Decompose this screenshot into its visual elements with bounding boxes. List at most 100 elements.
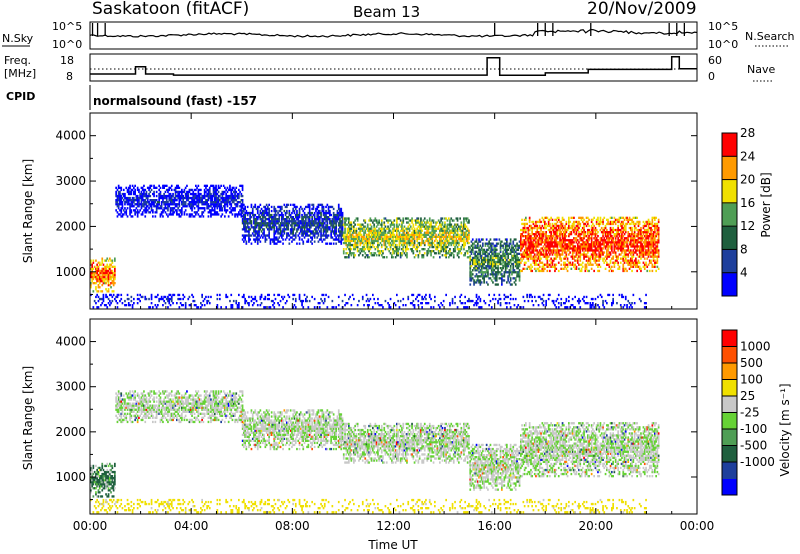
power-cell-2896	[440, 235, 442, 238]
power-cell-2195	[363, 243, 365, 247]
power-cell-2609	[407, 227, 410, 230]
power-cell-1191	[254, 240, 257, 243]
power-cell-3403	[490, 279, 493, 282]
power-cell-4138	[552, 241, 555, 244]
power-cell-1138	[246, 222, 249, 225]
power-cell-4587	[589, 249, 592, 252]
power-cell-2513	[397, 227, 399, 230]
power-cell-3206	[471, 238, 474, 241]
power-cell-1243	[259, 236, 262, 239]
power-cell-2353	[379, 223, 382, 226]
power-cell-2662	[413, 233, 416, 236]
power-cell-2604	[407, 239, 410, 243]
power-cell-2634	[411, 239, 413, 243]
power-cell-2435	[389, 237, 392, 241]
power-cell-3729	[521, 269, 523, 273]
power-cell-3125	[464, 241, 466, 245]
power-cell-4862	[612, 222, 614, 226]
power-cell-562	[169, 201, 172, 204]
power-cell-4248	[561, 245, 564, 248]
power-cell-3875	[532, 245, 535, 248]
power-cell-3613	[509, 267, 512, 270]
power-cell-2142	[356, 241, 359, 245]
power-cell-4758	[603, 216, 606, 219]
power-cell-3987	[541, 261, 544, 264]
power-cell-3322	[482, 244, 484, 247]
power-cell-254	[124, 203, 126, 206]
power-cell-851	[210, 192, 212, 196]
power-cell-1021	[232, 190, 235, 194]
power-cell-4178	[555, 226, 558, 230]
power-cell-3648	[513, 281, 516, 284]
power-cell-4260	[561, 216, 564, 219]
power-cell-649	[181, 194, 183, 198]
power-cell-4313	[566, 257, 569, 260]
power-cell-4776	[606, 251, 608, 254]
power-cell-3346	[484, 254, 487, 258]
power-cell-2752	[423, 233, 426, 236]
power-cell-2835	[432, 231, 435, 234]
power-cell-1532	[291, 218, 293, 221]
power-cell-3548	[503, 260, 506, 264]
power-cell-2425	[388, 235, 391, 238]
power-cell-1737	[313, 216, 316, 219]
power-cell-4620	[592, 243, 594, 246]
power-cell-1987	[340, 213, 343, 217]
power-cell-4692	[598, 263, 601, 266]
power-cell-3037	[454, 235, 456, 238]
power-cell-56	[97, 277, 100, 281]
power-cell-218	[119, 209, 121, 212]
power-cell-1572	[296, 224, 298, 227]
power-cell-1609	[301, 234, 303, 237]
power-cell-4806	[608, 263, 611, 266]
power-cell-407	[145, 196, 148, 200]
power-cell-553	[168, 194, 171, 198]
power-cell-4358	[570, 226, 573, 230]
power-cell-4734	[602, 253, 604, 256]
power-cell-1781	[318, 220, 321, 223]
power-cell-27	[92, 259, 95, 262]
power-cell-4662	[595, 255, 598, 258]
power-cell-153	[110, 282, 112, 285]
power-cell-1517	[289, 228, 292, 231]
power-cell-4366	[571, 251, 574, 254]
power-cell-3767	[523, 231, 526, 234]
power-cell-4330	[568, 233, 570, 236]
power-cell-775	[200, 201, 202, 204]
power-cell-1890	[330, 213, 332, 217]
power-cell-790	[202, 207, 205, 210]
power-cell-1435	[279, 222, 282, 225]
power-cell-1203	[254, 205, 257, 209]
power-cell-2113	[353, 227, 355, 230]
power-cell-3069	[458, 248, 460, 251]
power-cell-2284	[372, 221, 374, 224]
power-cell-2706	[418, 235, 421, 238]
power-cell-2059	[348, 235, 350, 238]
nave-tick-bottom: 0	[708, 70, 715, 83]
power-cell-4718	[599, 222, 602, 226]
power-cell-4729	[600, 231, 603, 234]
power-cell-705	[189, 192, 192, 196]
power-cell-4304	[565, 235, 568, 238]
power-cell-2123	[354, 235, 356, 238]
power-cell-1269	[262, 218, 264, 221]
power-cell-4880	[614, 255, 617, 258]
power-cell-871	[212, 186, 215, 189]
power-cell-309	[131, 196, 134, 200]
power-cell-781	[201, 211, 203, 214]
power-cell-1129	[245, 222, 248, 225]
power-cell-1053	[238, 194, 240, 198]
power-cell-1780	[318, 222, 321, 225]
power-cell-3811	[527, 239, 530, 242]
power-cell-1989	[340, 209, 343, 213]
power-cell-1256	[260, 224, 263, 227]
power-cell-3408	[490, 265, 493, 268]
power-cell-2750	[423, 241, 426, 245]
power-cell-3009	[451, 239, 454, 243]
power-cells	[90, 184, 660, 309]
power-cell-983	[227, 196, 230, 200]
power-cell-4795	[607, 241, 609, 244]
power-cell-2413	[387, 237, 389, 241]
power-cell-753	[197, 209, 200, 212]
power-cell-3032	[454, 250, 456, 253]
